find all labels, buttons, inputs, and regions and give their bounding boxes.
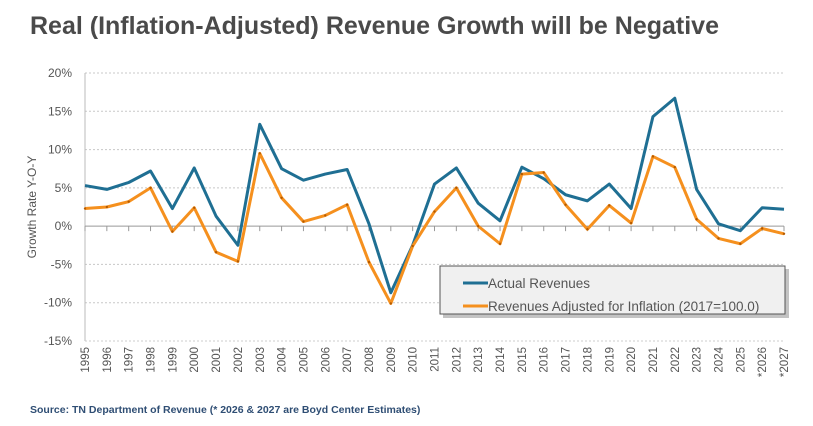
series-line-1 xyxy=(84,96,785,295)
data-point xyxy=(651,155,655,158)
x-tick-label: 2012 xyxy=(451,347,463,373)
x-tick-label: 2020 xyxy=(626,347,638,373)
data-point xyxy=(389,302,393,305)
x-tick-label: 1998 xyxy=(146,347,158,373)
data-point xyxy=(236,260,240,263)
data-point xyxy=(760,227,764,230)
data-point xyxy=(83,207,87,210)
data-point xyxy=(127,200,130,203)
data-point xyxy=(782,232,786,235)
data-point xyxy=(433,210,436,213)
data-point xyxy=(411,244,414,248)
y-tick-label: -10% xyxy=(44,296,72,310)
x-tick-label: 2010 xyxy=(408,347,420,373)
data-point xyxy=(564,203,567,206)
x-tick-label: *2027 xyxy=(779,347,791,377)
y-tick-label: -15% xyxy=(44,334,72,348)
x-tick-label: 2017 xyxy=(561,347,573,373)
data-point xyxy=(258,152,261,155)
data-point xyxy=(673,165,676,169)
chart-title: Real (Inflation-Adjusted) Revenue Growth… xyxy=(30,12,719,40)
y-tick-label: 20% xyxy=(48,66,72,80)
data-point xyxy=(302,220,305,223)
x-tick-label: 1999 xyxy=(167,347,179,373)
x-tick-label: 2015 xyxy=(517,347,529,373)
data-point xyxy=(105,205,109,209)
data-point xyxy=(498,242,502,245)
x-tick-label: 2007 xyxy=(342,347,354,373)
legend-label: Actual Revenues xyxy=(488,276,590,291)
y-tick-label: 5% xyxy=(55,181,73,195)
x-tick-label: 2018 xyxy=(582,347,594,373)
x-tick-label: 2000 xyxy=(189,347,201,373)
data-point xyxy=(586,228,589,231)
y-tick-label: -5% xyxy=(51,257,73,271)
data-point xyxy=(193,206,196,209)
y-tick-label: 0% xyxy=(55,219,73,233)
x-tick-label: 2005 xyxy=(298,347,310,373)
x-tick-label: 2006 xyxy=(320,347,332,373)
x-tick-label: 2023 xyxy=(692,347,704,373)
data-point xyxy=(149,186,152,190)
x-tick-label: 2001 xyxy=(211,347,223,373)
data-point xyxy=(455,186,458,190)
legend-box xyxy=(439,265,786,315)
x-tick-label: 1995 xyxy=(80,347,92,373)
x-tick-label: *2026 xyxy=(757,347,769,377)
x-tick-label: 2013 xyxy=(473,347,485,373)
x-tick-label: 2021 xyxy=(648,347,660,373)
data-point xyxy=(695,218,698,221)
x-tick-label: 1997 xyxy=(124,347,136,373)
data-point xyxy=(608,204,611,207)
x-tick-label: 2009 xyxy=(386,347,398,373)
data-point xyxy=(476,224,480,228)
data-point xyxy=(717,237,720,240)
data-point xyxy=(280,196,283,200)
x-tick-label: 2019 xyxy=(604,347,616,373)
data-point xyxy=(520,172,524,176)
x-tick-label: 2004 xyxy=(277,346,289,372)
x-tick-label: 2003 xyxy=(255,347,267,373)
x-tick-label: 2014 xyxy=(495,346,507,372)
data-point xyxy=(171,230,174,233)
data-point xyxy=(367,260,371,264)
y-tick-label: 10% xyxy=(48,143,72,157)
data-point xyxy=(542,171,545,174)
y-axis-label: Growth Rate Y-O-Y xyxy=(25,156,39,259)
x-tick-label: 2025 xyxy=(735,347,747,373)
data-point xyxy=(739,242,742,245)
x-tick-label: 2002 xyxy=(233,347,245,373)
legend-label: Revenues Adjusted for Inflation (2017=10… xyxy=(488,299,759,314)
data-point xyxy=(324,214,327,217)
x-tick-label: 2016 xyxy=(539,347,551,373)
y-tick-label: 15% xyxy=(48,104,72,118)
x-tick-label: 2011 xyxy=(430,347,442,372)
x-tick-label: 2022 xyxy=(670,347,682,373)
data-point xyxy=(629,221,633,225)
data-point xyxy=(345,203,349,206)
x-tick-label: 2024 xyxy=(713,346,725,372)
x-tick-label: 2008 xyxy=(364,347,376,373)
source-note: Source: TN Department of Revenue (* 2026… xyxy=(30,404,421,416)
x-tick-label: 1996 xyxy=(102,347,114,373)
data-point xyxy=(214,250,218,254)
